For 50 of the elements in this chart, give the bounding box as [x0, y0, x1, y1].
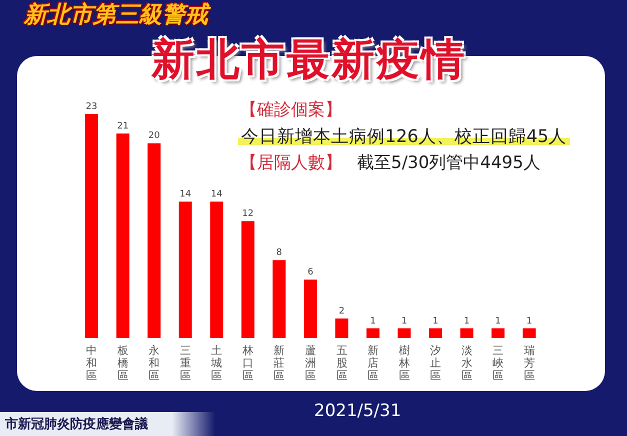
data-label: 2 — [338, 306, 345, 317]
bar — [178, 202, 192, 338]
x-tick-label: 淡水區 — [461, 344, 472, 382]
annotation: 截至5/30列管中4495人 — [357, 153, 540, 173]
x-tick-label: 林口區 — [241, 344, 254, 382]
bar — [460, 328, 474, 338]
data-label: 1 — [432, 316, 438, 326]
data-label: 23 — [86, 102, 98, 112]
text: 市新冠肺炎防疫應變會議 — [5, 417, 148, 432]
x-tick-label: 中和區 — [86, 344, 98, 382]
data-label: 8 — [276, 248, 282, 258]
x-tick-label: 五股區 — [336, 344, 348, 382]
bar — [210, 202, 224, 338]
x-tick-label: 土城區 — [210, 344, 222, 382]
text: 2021/5/31 — [314, 401, 402, 421]
bar — [366, 328, 380, 338]
x-tick-label: 板橋區 — [116, 344, 128, 382]
x-tick-label: 蘆洲區 — [305, 344, 316, 382]
x-tick-label: 新莊區 — [274, 344, 285, 382]
data-label: 14 — [210, 190, 223, 200]
bar — [335, 318, 348, 338]
data-label: 12 — [242, 209, 254, 220]
x-tick-label: 瑞芳區 — [524, 344, 535, 382]
annotation: 【居隔人數】 — [240, 153, 342, 173]
bar — [272, 260, 286, 338]
x-tick-label: 樹林區 — [398, 344, 410, 382]
data-label: 14 — [180, 190, 192, 200]
data-label: 1 — [401, 316, 408, 326]
bar — [429, 328, 442, 338]
data-label: 1 — [464, 316, 470, 326]
x-tick-label: 三重區 — [180, 344, 191, 382]
bar — [116, 133, 130, 338]
data-label: 1 — [495, 316, 501, 326]
bar — [241, 221, 254, 338]
bar — [398, 328, 411, 338]
x-tick-label: 汐止區 — [430, 344, 442, 382]
bar — [522, 328, 536, 338]
x-tick-label: 三峽區 — [492, 344, 504, 382]
x-tick-label: 新店區 — [368, 344, 379, 382]
data-label: 6 — [308, 268, 314, 278]
annotation: 【確診個案】 — [240, 100, 342, 120]
bar — [148, 143, 161, 338]
data-label: 21 — [117, 121, 129, 132]
bar — [304, 280, 317, 338]
data-label: 20 — [148, 131, 160, 142]
data-label: 1 — [526, 316, 532, 326]
data-label: 1 — [370, 316, 376, 326]
x-tick-label: 永和區 — [148, 344, 160, 382]
bar — [85, 114, 98, 338]
bar — [492, 328, 505, 338]
